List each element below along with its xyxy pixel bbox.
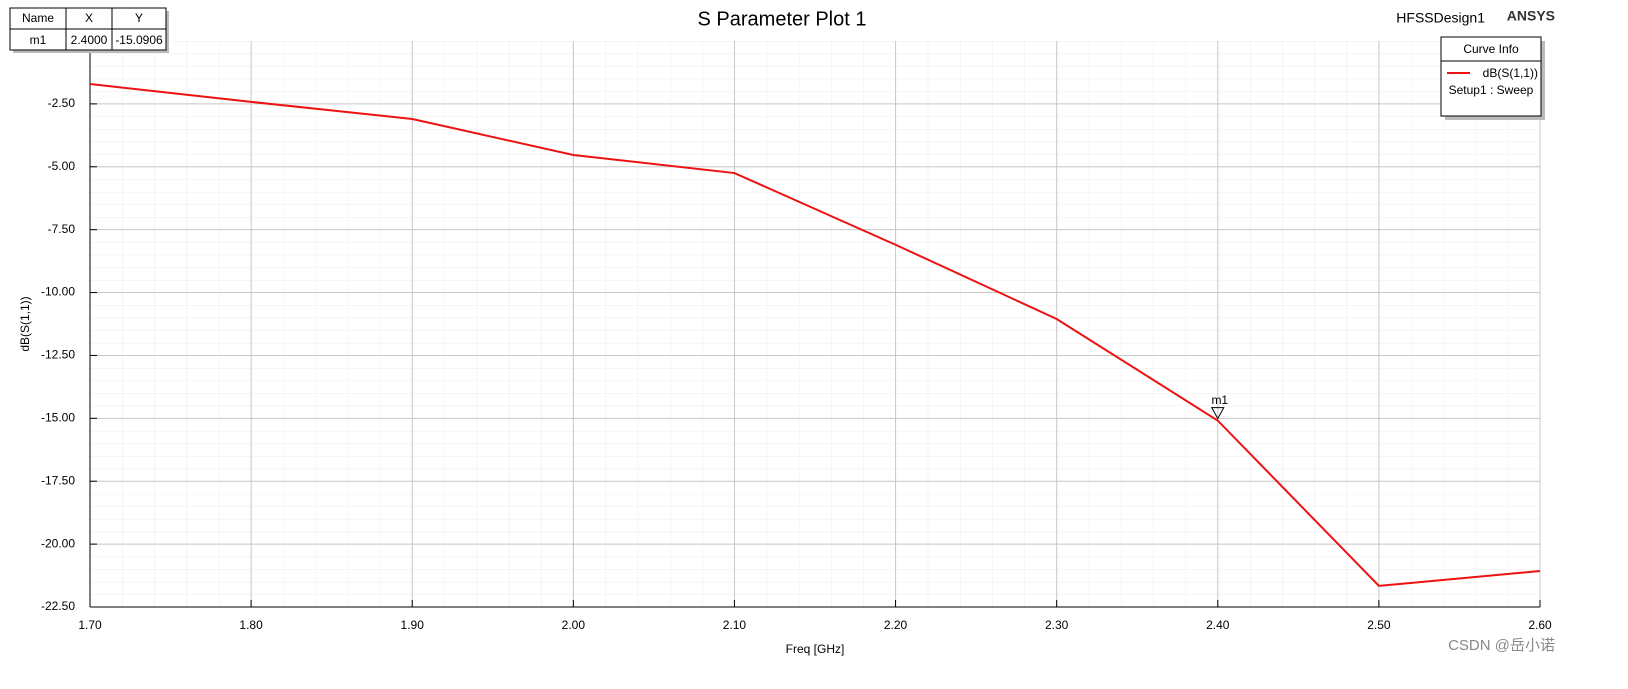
table-header: Name xyxy=(22,11,54,25)
x-axis-label: Freq [GHz] xyxy=(786,642,845,656)
x-tick-label: 2.00 xyxy=(562,618,586,632)
x-tick-label: 1.80 xyxy=(239,618,263,632)
marker xyxy=(1210,407,1225,420)
x-tick-label: 2.30 xyxy=(1045,618,1069,632)
marker-label: m1 xyxy=(1211,393,1228,407)
table-cell: -15.0906 xyxy=(115,33,163,47)
legend: Curve Info dB(S(1,1)) Setup1 : Sweep xyxy=(1440,36,1545,120)
legend-entry: dB(S(1,1)) xyxy=(1483,66,1538,80)
y-tick-label: -10.00 xyxy=(41,285,75,299)
y-tick-label: -7.50 xyxy=(48,222,76,236)
x-tick-label: 2.50 xyxy=(1367,618,1391,632)
marker-table: Name X Y m1 2.4000 -15.0906 xyxy=(9,7,169,53)
watermark: CSDN @岳小诺 xyxy=(1448,637,1555,654)
table-header: Y xyxy=(135,11,143,25)
x-tick-label: 2.10 xyxy=(723,618,747,632)
y-tick-label: -12.50 xyxy=(41,348,75,362)
y-tick-label: -22.50 xyxy=(41,599,75,613)
legend-subtitle: Setup1 : Sweep xyxy=(1449,83,1534,97)
legend-frame xyxy=(1440,36,1542,117)
y-tick-label: -17.50 xyxy=(41,473,75,487)
y-tick-label: -15.00 xyxy=(41,411,75,425)
legend-title: Curve Info xyxy=(1463,42,1519,56)
series-line xyxy=(89,83,1541,587)
brand: ANSYS xyxy=(1507,8,1555,24)
x-tick-label: 1.70 xyxy=(78,618,102,632)
y-axis-label: dB(S(1,1)) xyxy=(18,296,32,351)
table-cell: 2.4000 xyxy=(71,33,108,47)
x-tick-label: 1.90 xyxy=(401,618,425,632)
chart-title: S Parameter Plot 1 xyxy=(698,8,867,30)
x-tick-label: 2.40 xyxy=(1206,618,1230,632)
x-tick-label: 2.20 xyxy=(884,618,908,632)
y-tick-label: -5.00 xyxy=(48,159,76,173)
minor-grid xyxy=(90,41,1540,607)
y-tick-label: -20.00 xyxy=(41,536,75,550)
table-cell: m1 xyxy=(30,33,47,47)
x-tick-label: 2.60 xyxy=(1528,618,1552,632)
design-name: HFSSDesign1 xyxy=(1396,10,1485,26)
table-header: X xyxy=(85,11,93,25)
y-tick-label: -2.50 xyxy=(48,96,76,110)
